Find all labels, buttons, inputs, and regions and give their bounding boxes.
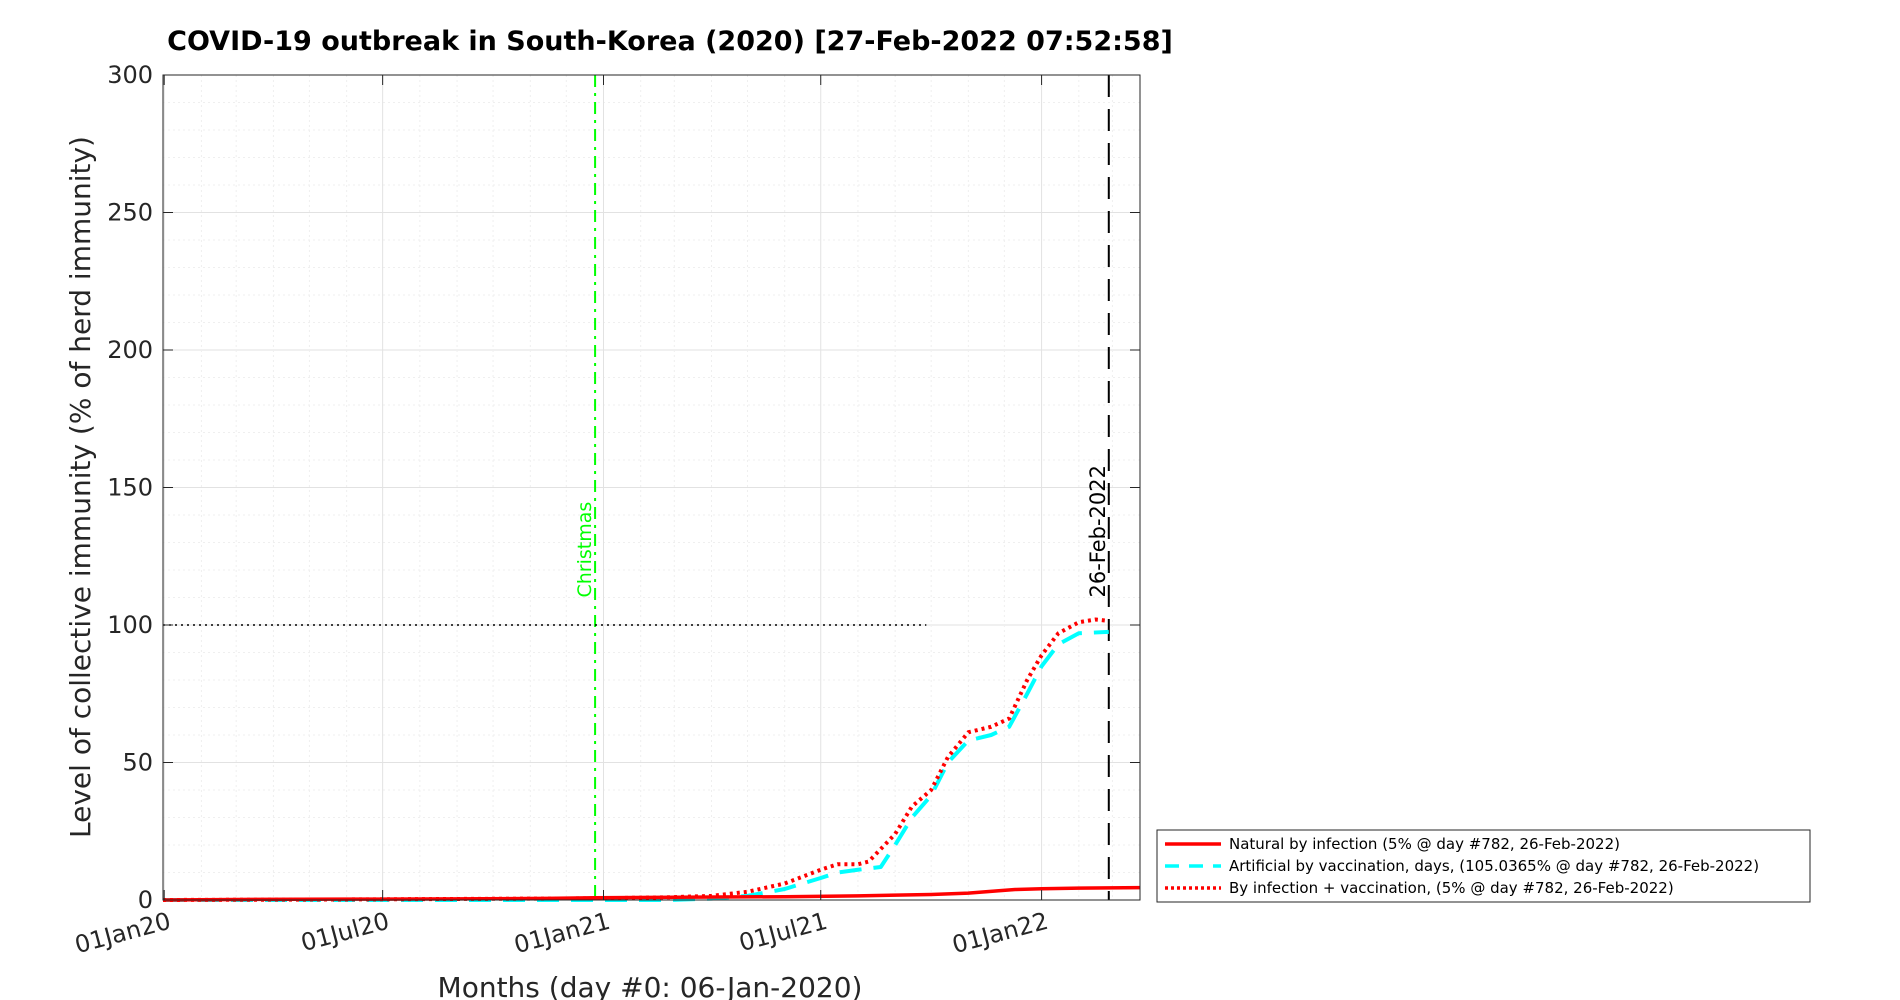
- legend: Natural by infection (5% @ day #782, 26-…: [1156, 829, 1811, 903]
- y-tick-label: 300: [107, 61, 153, 89]
- y-axis-label: Level of collective immunity (% of herd …: [64, 136, 97, 838]
- y-tick-label: 250: [107, 199, 153, 227]
- reference-lines: Christmas 26-Feb-2022: [163, 75, 1110, 900]
- series-lines: [162, 617, 1141, 902]
- x-axis-label: Months (day #0: 06-Jan-2020): [438, 971, 863, 1000]
- y-tick-label: 100: [107, 611, 153, 639]
- x-tick-label: 01Jul21: [736, 907, 830, 957]
- x-tick-label: 01Jul20: [298, 907, 392, 957]
- x-tick-label: 01Jan21: [511, 907, 613, 959]
- x-tick-label: 01Jan22: [949, 907, 1051, 959]
- chart-title: COVID-19 outbreak in South-Korea (2020) …: [167, 26, 1173, 57]
- legend-entry: Natural by infection (5% @ day #782, 26-…: [1229, 835, 1620, 853]
- legend-entry: Artificial by vaccination, days, (105.03…: [1229, 857, 1759, 875]
- y-tick-label: 200: [107, 336, 153, 364]
- series-line: [163, 629, 1109, 902]
- y-tick-label: 50: [122, 749, 153, 777]
- x-tick-label: 01Jan20: [72, 907, 174, 959]
- axis-ticks: 0 50 100 150 200 250 300 01Jan20 01Jul20 01Jan21 0…: [72, 61, 1140, 959]
- reference-line-label: Christmas: [574, 502, 596, 598]
- legend-box: [1156, 829, 1811, 903]
- y-tick-label: 150: [107, 474, 153, 502]
- legend-entry: By infection + vaccination, (5% @ day #7…: [1229, 879, 1674, 897]
- y-tick-label: 0: [138, 886, 153, 914]
- series-line: [162, 885, 1141, 902]
- grid: [163, 74, 1140, 901]
- series-line: [162, 617, 1109, 902]
- reference-line-label: 26-Feb-2022: [1086, 465, 1110, 598]
